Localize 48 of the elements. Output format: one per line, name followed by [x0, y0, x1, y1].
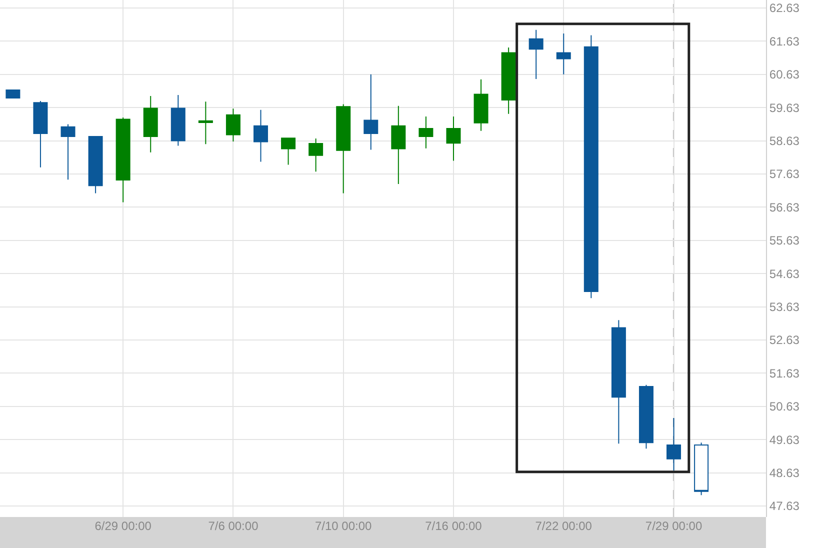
- y-tick-label: 61.63: [769, 34, 800, 48]
- candlestick: [584, 34, 598, 299]
- candlestick: [226, 108, 240, 142]
- candlestick: [391, 105, 406, 184]
- candlestick: [666, 418, 682, 472]
- candlestick: [528, 29, 544, 80]
- y-tick-label: 53.63: [769, 300, 800, 314]
- candlestick: [556, 33, 571, 75]
- x-tick-label: 7/10 00:00: [314, 519, 372, 533]
- candlestick: [88, 136, 103, 194]
- candlestick: [6, 89, 20, 98]
- candlestick: [308, 138, 324, 172]
- x-tick-label: 7/6 00:00: [208, 519, 259, 533]
- candlestick: [281, 138, 296, 166]
- y-tick-label: 52.63: [769, 333, 800, 348]
- candlestick: [611, 320, 626, 444]
- y-tick-label: 51.63: [769, 366, 800, 380]
- y-tick-label: 47.63: [769, 499, 800, 514]
- y-tick-label: 49.63: [769, 432, 800, 447]
- y-tick-label: 48.63: [769, 466, 800, 480]
- candlestick: [60, 124, 76, 180]
- candlestick: [418, 116, 434, 149]
- y-tick-label: 60.63: [769, 68, 800, 82]
- candlestick: [638, 384, 654, 450]
- candlestick: [474, 78, 488, 132]
- candlestick: [254, 109, 268, 162]
- candlestick: [116, 117, 130, 203]
- x-tick-label: 7/16 00:00: [425, 519, 482, 533]
- candlestick: [33, 100, 48, 168]
- y-tick-label: 56.63: [769, 200, 800, 214]
- x-tick-label: 7/29 00:00: [645, 519, 702, 533]
- candlestick: [501, 46, 516, 114]
- candlestick: [364, 74, 378, 150]
- x-tick-label: 6/29 00:00: [94, 519, 152, 533]
- y-tick-label: 54.63: [769, 266, 800, 281]
- candlestick: [446, 116, 461, 162]
- candlestick: [198, 101, 213, 145]
- y-tick-label: 62.63: [769, 1, 800, 16]
- candlestick: [170, 94, 186, 146]
- candlestick: [336, 104, 351, 194]
- y-tick-label: 57.63: [769, 167, 800, 182]
- y-tick-label: 59.63: [769, 100, 800, 115]
- candlestick: [694, 442, 709, 496]
- y-tick-label: 55.63: [769, 234, 800, 248]
- x-tick-label: 7/22 00:00: [535, 519, 592, 533]
- y-tick-label: 58.63: [769, 134, 800, 148]
- y-tick-label: 50.63: [769, 400, 800, 414]
- candlestick: [143, 95, 158, 153]
